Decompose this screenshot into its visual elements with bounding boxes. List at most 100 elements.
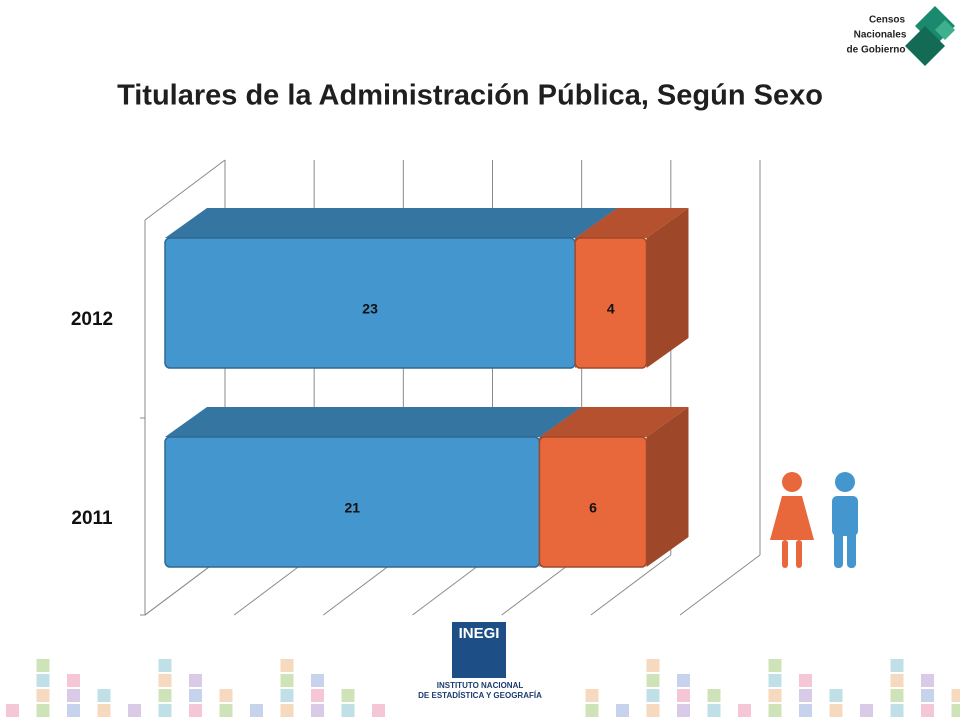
woman-leg: [782, 540, 788, 568]
deco-square: [951, 704, 960, 717]
deco-square: [890, 689, 904, 702]
deco-square: [799, 674, 812, 687]
deco-square: [158, 704, 172, 717]
man-leg: [847, 530, 856, 568]
category-label: 2011: [71, 508, 113, 529]
logo-text: Nacionales: [854, 30, 907, 41]
deco-square: [341, 704, 355, 717]
floor-line: [590, 554, 672, 616]
deco-square: [128, 704, 141, 717]
deco-square: [158, 689, 172, 702]
chart-title: Titulares de la Administración Pública, …: [117, 80, 823, 112]
deco-square: [311, 704, 324, 717]
bar-segment: [164, 407, 582, 568]
man-head: [835, 472, 855, 492]
deco-square: [280, 689, 294, 702]
inegi-box: [452, 622, 506, 678]
logo-diamond: [935, 20, 955, 40]
deco-square: [799, 689, 812, 702]
deco-square: [311, 674, 324, 687]
bar-top: [539, 407, 689, 437]
deco-square: [372, 704, 385, 717]
deco-square: [36, 659, 50, 672]
census-logo: Censos Nacionales de Gobierno: [847, 6, 955, 66]
institute-text: DE ESTADÍSTICA Y GEOGRAFÍA: [418, 691, 542, 700]
deco-square: [768, 704, 782, 717]
woman-body: [770, 496, 814, 540]
logo-text: Censos: [869, 15, 906, 26]
bar-side: [646, 407, 689, 567]
deco-square: [921, 689, 934, 702]
deco-square: [829, 689, 843, 702]
deco-square: [890, 704, 904, 717]
deco-square: [219, 689, 233, 702]
deco-square: [67, 674, 80, 687]
category-label: 2012: [71, 309, 113, 330]
deco-square: [616, 704, 629, 717]
deco-square: [860, 704, 873, 717]
deco-square: [768, 659, 782, 672]
deco-square: [707, 689, 721, 702]
deco-square: [768, 674, 782, 687]
institute-text: INSTITUTO NACIONAL: [437, 681, 524, 690]
deco-square: [738, 704, 751, 717]
inegi-logo: INEGI INSTITUTO NACIONAL DE ESTADÍSTICA …: [418, 622, 542, 700]
logo-text: de Gobierno: [847, 45, 906, 56]
woman-head: [782, 472, 802, 492]
data-label: 23: [362, 301, 378, 317]
deco-square: [707, 704, 721, 717]
chart: 2012 23 4 2011 21 6: [71, 159, 761, 616]
deco-square: [585, 704, 599, 717]
bar-side: [646, 208, 689, 368]
decorative-squares: [6, 659, 960, 717]
deco-square: [341, 689, 355, 702]
deco-square: [677, 689, 690, 702]
deco-square: [890, 674, 904, 687]
bar-top: [165, 407, 582, 437]
deco-square: [799, 704, 812, 717]
bar-segment: [538, 407, 689, 568]
deco-square: [158, 674, 172, 687]
deco-square: [646, 674, 660, 687]
deco-square: [97, 704, 111, 717]
deco-square: [677, 704, 690, 717]
people-icon: [770, 472, 858, 568]
data-label: 4: [607, 301, 615, 317]
deco-square: [250, 704, 263, 717]
deco-square: [280, 704, 294, 717]
deco-square: [36, 674, 50, 687]
data-label: 21: [344, 500, 360, 516]
deco-square: [646, 689, 660, 702]
logo-diamond: [905, 26, 945, 66]
bar-segment: [164, 208, 618, 369]
deco-square: [280, 674, 294, 687]
man-leg: [834, 530, 843, 568]
deco-square: [585, 689, 599, 702]
bar-top: [165, 208, 618, 238]
floor-line: [679, 554, 761, 616]
deco-square: [67, 689, 80, 702]
man-body: [832, 496, 858, 536]
deco-square: [768, 689, 782, 702]
deco-square: [311, 689, 324, 702]
deco-square: [921, 704, 934, 717]
bar-front: [574, 237, 648, 369]
deco-square: [67, 704, 80, 717]
deco-square: [646, 704, 660, 717]
deco-square: [890, 659, 904, 672]
wall-edge: [144, 159, 226, 221]
deco-square: [36, 689, 50, 702]
deco-square: [189, 674, 202, 687]
deco-square: [97, 689, 111, 702]
bar-segment: [574, 208, 689, 369]
deco-square: [921, 674, 934, 687]
deco-square: [677, 674, 690, 687]
deco-square: [829, 704, 843, 717]
deco-square: [189, 689, 202, 702]
bar-front: [538, 436, 648, 568]
deco-square: [36, 704, 50, 717]
inegi-text: INEGI: [459, 625, 500, 642]
deco-square: [219, 704, 233, 717]
woman-leg: [796, 540, 802, 568]
